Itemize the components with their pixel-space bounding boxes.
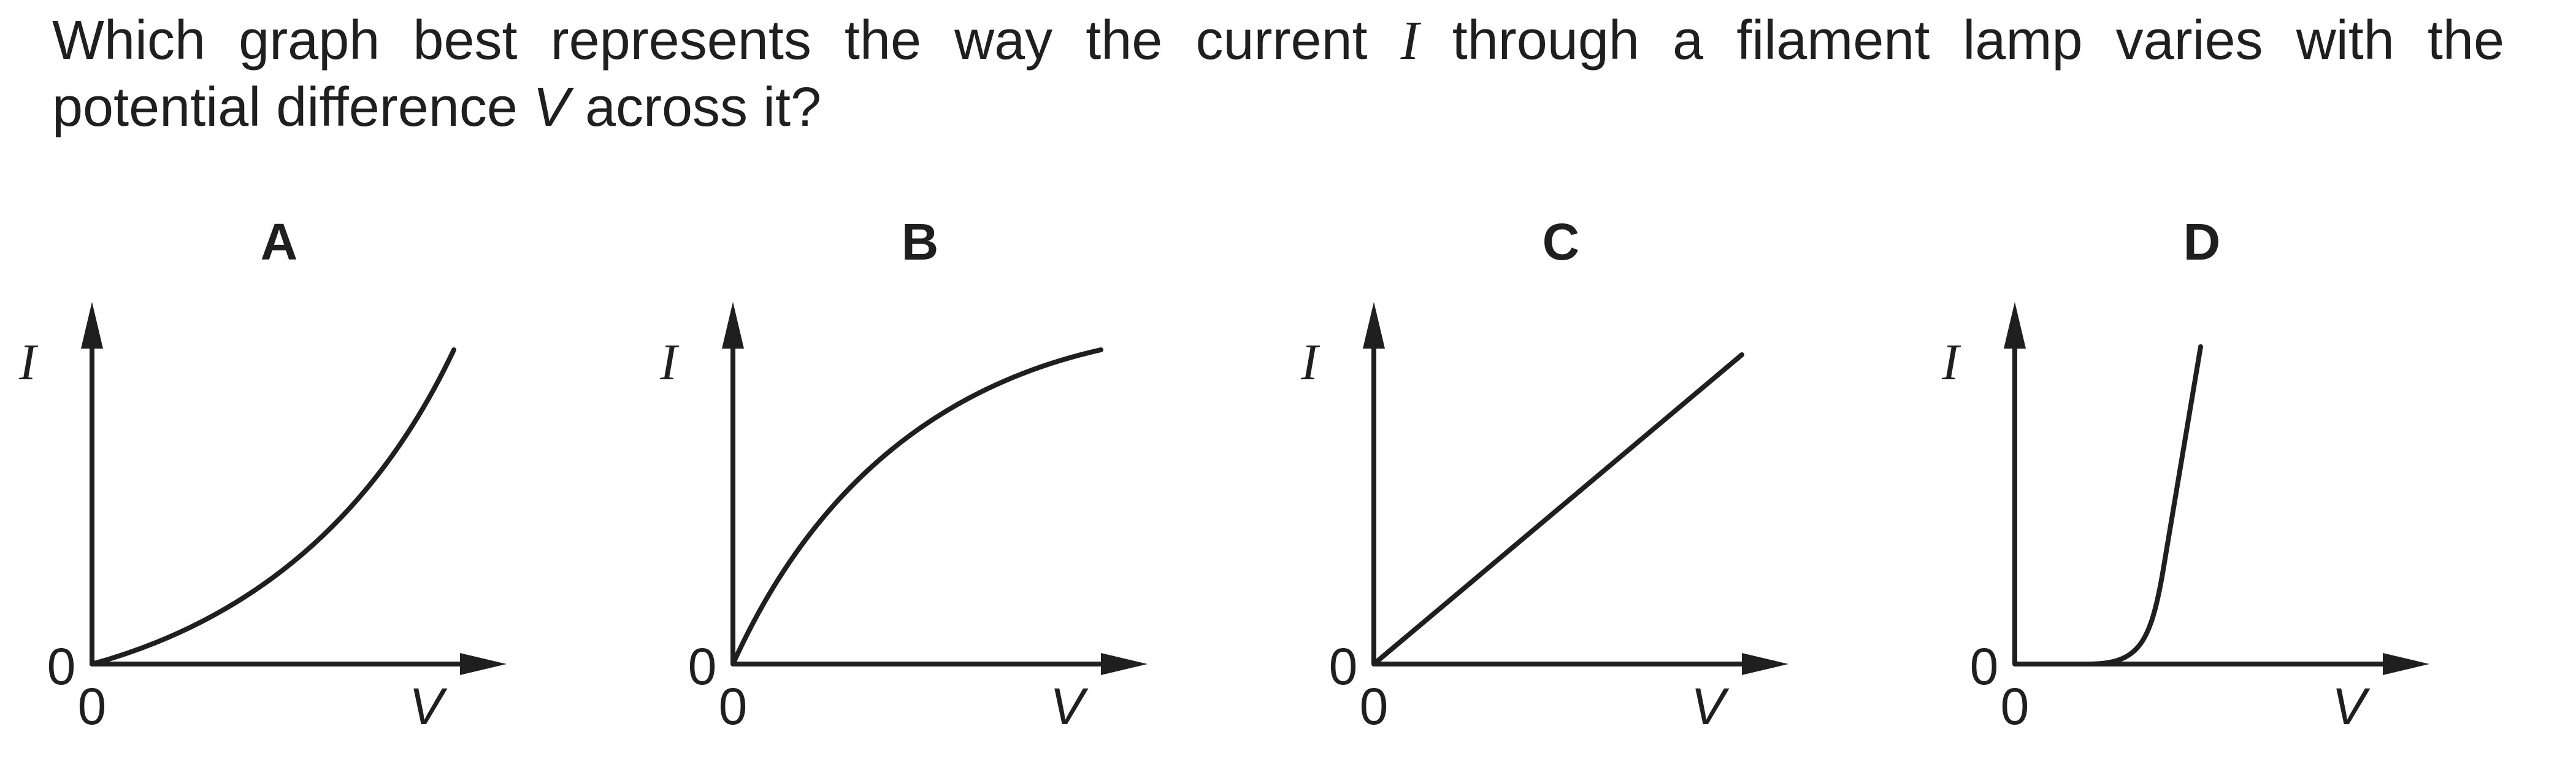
graph-c-x-origin-label: 0: [1360, 678, 1389, 735]
graph-b-letter: B: [902, 213, 939, 271]
graph-c-y-label: I: [1300, 334, 1321, 391]
graph-b-x-arrow: [1101, 653, 1148, 675]
graph-a-y-origin-label: 0: [47, 638, 76, 695]
graph-c-x-label: V: [1691, 678, 1730, 735]
question-text: Which graph best represents the way the …: [52, 7, 2504, 141]
question-line-1: Which graph best represents the way the …: [52, 10, 2504, 71]
graph-a-y-arrow: [81, 302, 103, 349]
graph-b-x-label: V: [1050, 678, 1089, 735]
graph-a-x-label: V: [409, 678, 448, 735]
graph-d-y-origin-label: 0: [1970, 638, 1999, 695]
graph-c-letter: C: [1543, 213, 1580, 271]
question-line-2: potential difference V across it?: [52, 77, 822, 138]
graph-c-y-origin-label: 0: [1329, 638, 1358, 695]
graph-a-y-label: I: [18, 334, 39, 391]
graph-d-curve: [2012, 344, 2203, 666]
graph-a: A I 0 0 V: [18, 213, 507, 735]
graph-d-x-label: V: [2332, 678, 2371, 735]
graph-a-curve: [90, 347, 456, 666]
graph-c: C I 0 0 V: [1300, 213, 1788, 735]
graph-c-x-arrow: [1742, 653, 1788, 675]
graph-b: B I 0 0 V: [659, 213, 1148, 735]
graph-a-letter: A: [261, 213, 298, 271]
graph-c-curve: [1371, 352, 1744, 666]
graph-b-y-arrow: [722, 302, 744, 349]
graph-a-x-arrow: [460, 653, 507, 675]
graph-d-y-label: I: [1941, 334, 1961, 391]
graph-d-letter: D: [2183, 213, 2221, 271]
graph-a-x-origin-label: 0: [78, 678, 107, 735]
graph-d-x-origin-label: 0: [2001, 678, 2030, 735]
graph-d-y-arrow: [2004, 302, 2026, 349]
graph-b-curve: [730, 347, 1103, 666]
graph-d: D I 0 0 V: [1941, 213, 2429, 735]
graph-c-y-arrow: [1363, 302, 1385, 349]
graph-d-x-arrow: [2383, 653, 2429, 675]
graph-b-y-origin-label: 0: [688, 638, 717, 695]
graph-b-y-label: I: [659, 334, 680, 391]
graph-b-x-origin-label: 0: [719, 678, 748, 735]
current-symbol: I: [1400, 10, 1419, 71]
voltage-symbol: V: [532, 77, 570, 138]
